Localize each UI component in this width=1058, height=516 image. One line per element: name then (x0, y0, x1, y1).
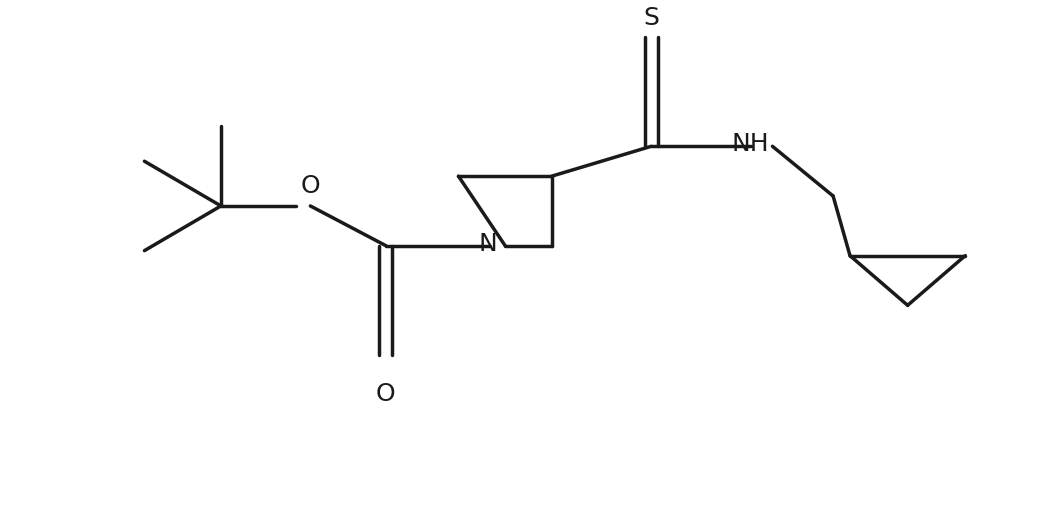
Text: S: S (643, 6, 659, 30)
Text: N: N (479, 232, 497, 256)
Text: O: O (300, 174, 321, 198)
Text: NH: NH (732, 132, 769, 156)
Text: O: O (376, 382, 396, 406)
